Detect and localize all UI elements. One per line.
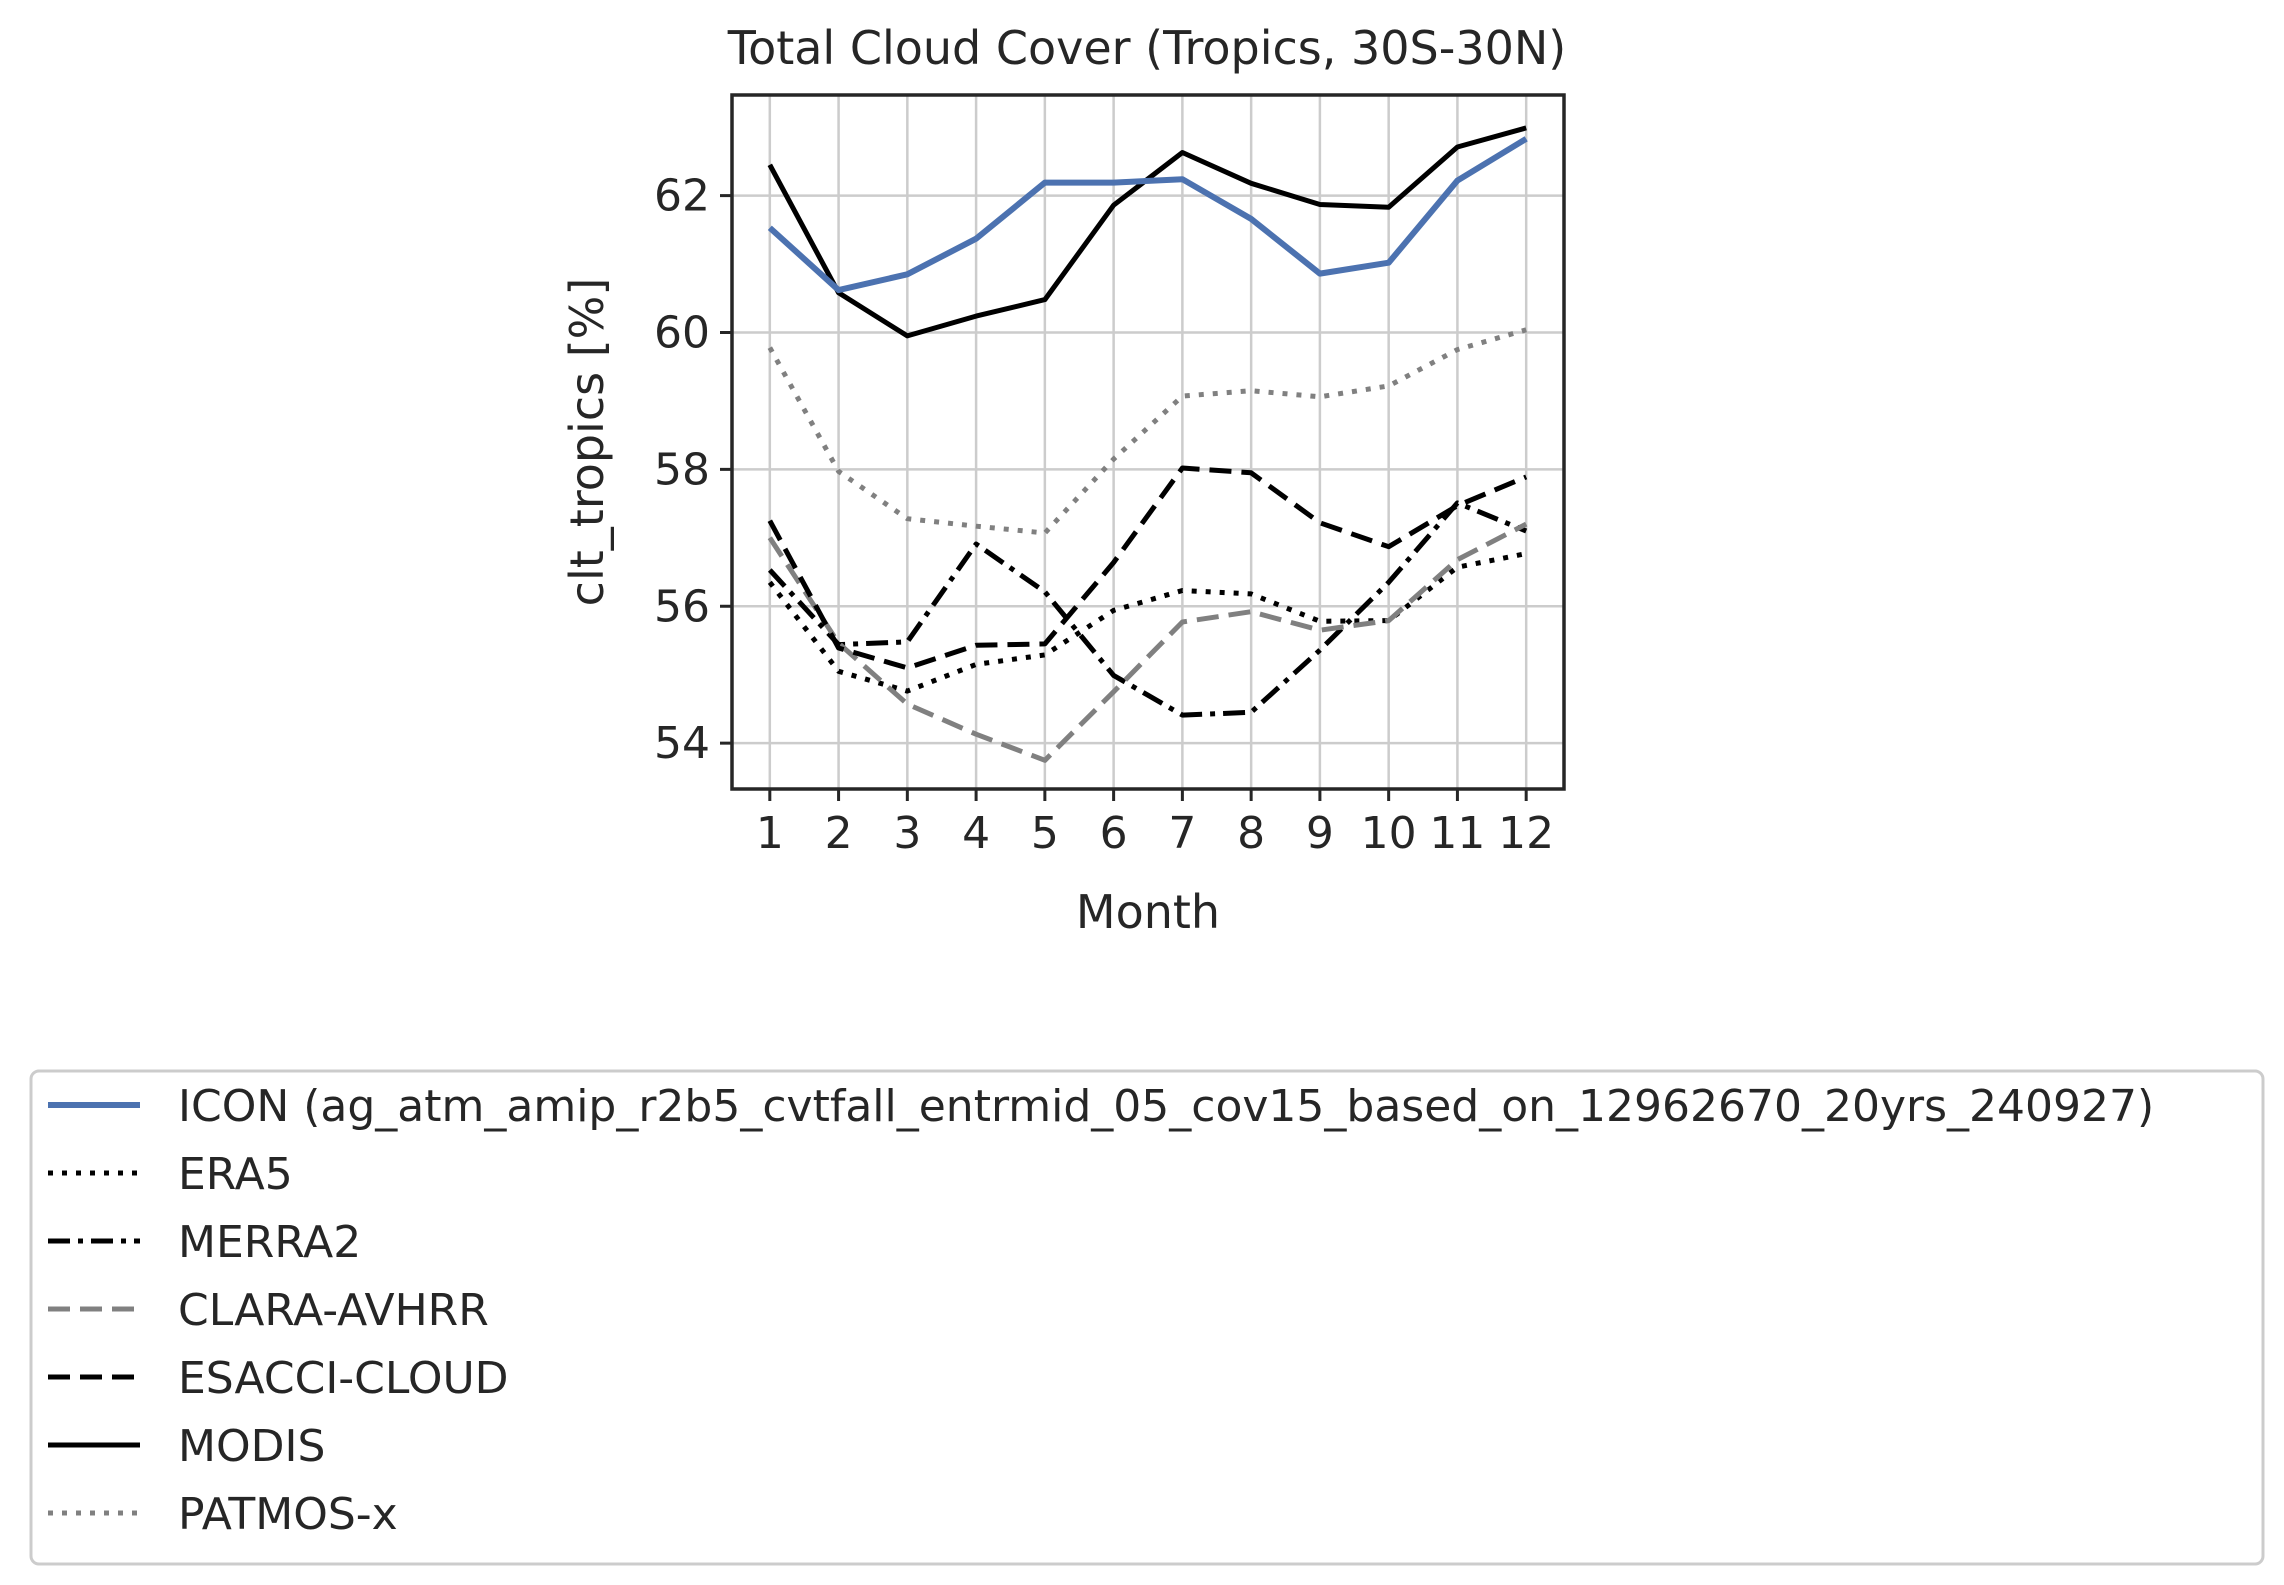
x-tick-label: 4 xyxy=(962,808,990,859)
legend-label: ESACCI-CLOUD xyxy=(178,1353,509,1404)
legend-label: PATMOS-x xyxy=(178,1489,398,1540)
y-tick-label: 62 xyxy=(654,171,710,222)
y-tick-label: 56 xyxy=(654,581,710,632)
x-tick-label: 9 xyxy=(1306,808,1334,859)
legend-label: ERA5 xyxy=(178,1149,293,1200)
y-tick-label: 60 xyxy=(654,307,710,358)
x-tick-label: 6 xyxy=(1100,808,1128,859)
x-tick-label: 7 xyxy=(1168,808,1196,859)
legend-label: ICON (ag_atm_amip_r2b5_cvtfall_entrmid_0… xyxy=(178,1081,2154,1132)
series-line-merra2 xyxy=(767,500,1528,718)
x-tick-label: 10 xyxy=(1361,808,1417,859)
x-tick-label: 12 xyxy=(1498,808,1554,859)
y-axis-label: clt_tropics [%] xyxy=(560,278,614,607)
x-tick-label: 1 xyxy=(756,808,784,859)
x-tick-label: 2 xyxy=(825,808,853,859)
legend-label: CLARA-AVHRR xyxy=(178,1285,489,1336)
x-tick-label: 11 xyxy=(1429,808,1485,859)
grid xyxy=(732,95,1564,789)
legend-label: MODIS xyxy=(178,1421,325,1472)
series-line-icon xyxy=(767,136,1528,294)
series-line-patmos-x xyxy=(767,327,1527,536)
y-tick-label: 58 xyxy=(654,444,710,495)
plot-frame xyxy=(730,93,1566,791)
x-tick-label: 5 xyxy=(1031,808,1059,859)
x-axis-label: Month xyxy=(1076,885,1220,939)
x-tick-label: 8 xyxy=(1237,808,1265,859)
chart-title: Total Cloud Cover (Tropics, 30S-30N) xyxy=(727,21,1566,75)
y-tick-label: 54 xyxy=(654,718,710,769)
series-line-clara-avhrr xyxy=(767,521,1528,763)
legend-label: MERRA2 xyxy=(178,1217,361,1268)
series-layer xyxy=(767,125,1528,763)
series-line-era5 xyxy=(767,551,1527,694)
legend-frame xyxy=(29,1069,2265,1566)
legend: ICON (ag_atm_amip_r2b5_cvtfall_entrmid_0… xyxy=(29,1069,2265,1566)
series-line-esacci-cloud xyxy=(767,465,1528,671)
x-tick-label: 3 xyxy=(893,808,921,859)
